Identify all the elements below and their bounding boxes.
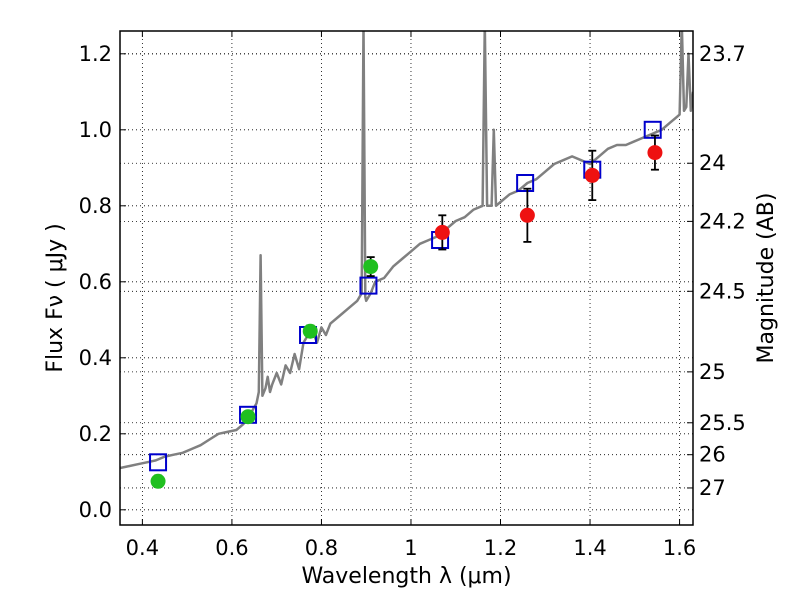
observed-flux-point (302, 323, 318, 339)
observed-flux-point (519, 207, 535, 223)
observed-flux-point (647, 145, 663, 161)
y2-tick-label: 23.7 (699, 42, 746, 66)
y2-tick-label: 24.5 (699, 279, 746, 303)
y-tick-label: 0.2 (79, 422, 112, 446)
x-tick-label: 0.8 (305, 536, 338, 560)
x-tick-label: 0.6 (215, 536, 248, 560)
y-axis-label: Flux Fν ( μJy ) (43, 223, 68, 372)
model-photometry-square (149, 453, 168, 472)
x-tick-label: 1.6 (663, 536, 696, 560)
y2-tick-label: 25 (699, 360, 726, 384)
observed-flux-point (150, 473, 166, 489)
x-tick-label: 1.4 (573, 536, 606, 560)
y2-axis-label: Magnitude (AB) (754, 193, 779, 364)
axis-ticks: 0.4 0.6 0.8 1 1.2 1.4 1.6 0.0 0.2 0.4 0.6 0.8 1.0 1.2… (79, 31, 746, 560)
plot-area (120, 31, 693, 489)
observed-flux-point (584, 167, 600, 183)
y2-tick-label: 25.5 (699, 411, 746, 435)
model-photometry-square (643, 120, 662, 139)
x-tick-label: 1 (404, 536, 417, 560)
observed-flux-point (240, 409, 256, 425)
y2-tick-label: 24.2 (699, 209, 746, 233)
y-tick-label: 1.0 (79, 118, 112, 142)
model-photometry-square (516, 174, 535, 192)
y2-tick-label: 27 (699, 476, 726, 500)
y2-tick-label: 24 (699, 151, 726, 175)
model-photometry-square (359, 276, 378, 295)
y-tick-label: 0.4 (79, 346, 112, 370)
y-tick-label: 0.6 (79, 270, 112, 294)
y-tick-label: 0.8 (79, 194, 112, 218)
y2-tick-label: 26 (699, 443, 726, 467)
x-tick-label: 1.2 (484, 536, 517, 560)
observed-flux-point (363, 259, 379, 275)
y-tick-label: 0.0 (79, 498, 112, 522)
x-axis-label: Wavelength λ (μm) (301, 564, 511, 589)
observed-flux-point (434, 224, 450, 240)
y-tick-label: 1.2 (79, 42, 112, 66)
x-tick-label: 0.4 (126, 536, 159, 560)
plot-frame (119, 30, 694, 526)
